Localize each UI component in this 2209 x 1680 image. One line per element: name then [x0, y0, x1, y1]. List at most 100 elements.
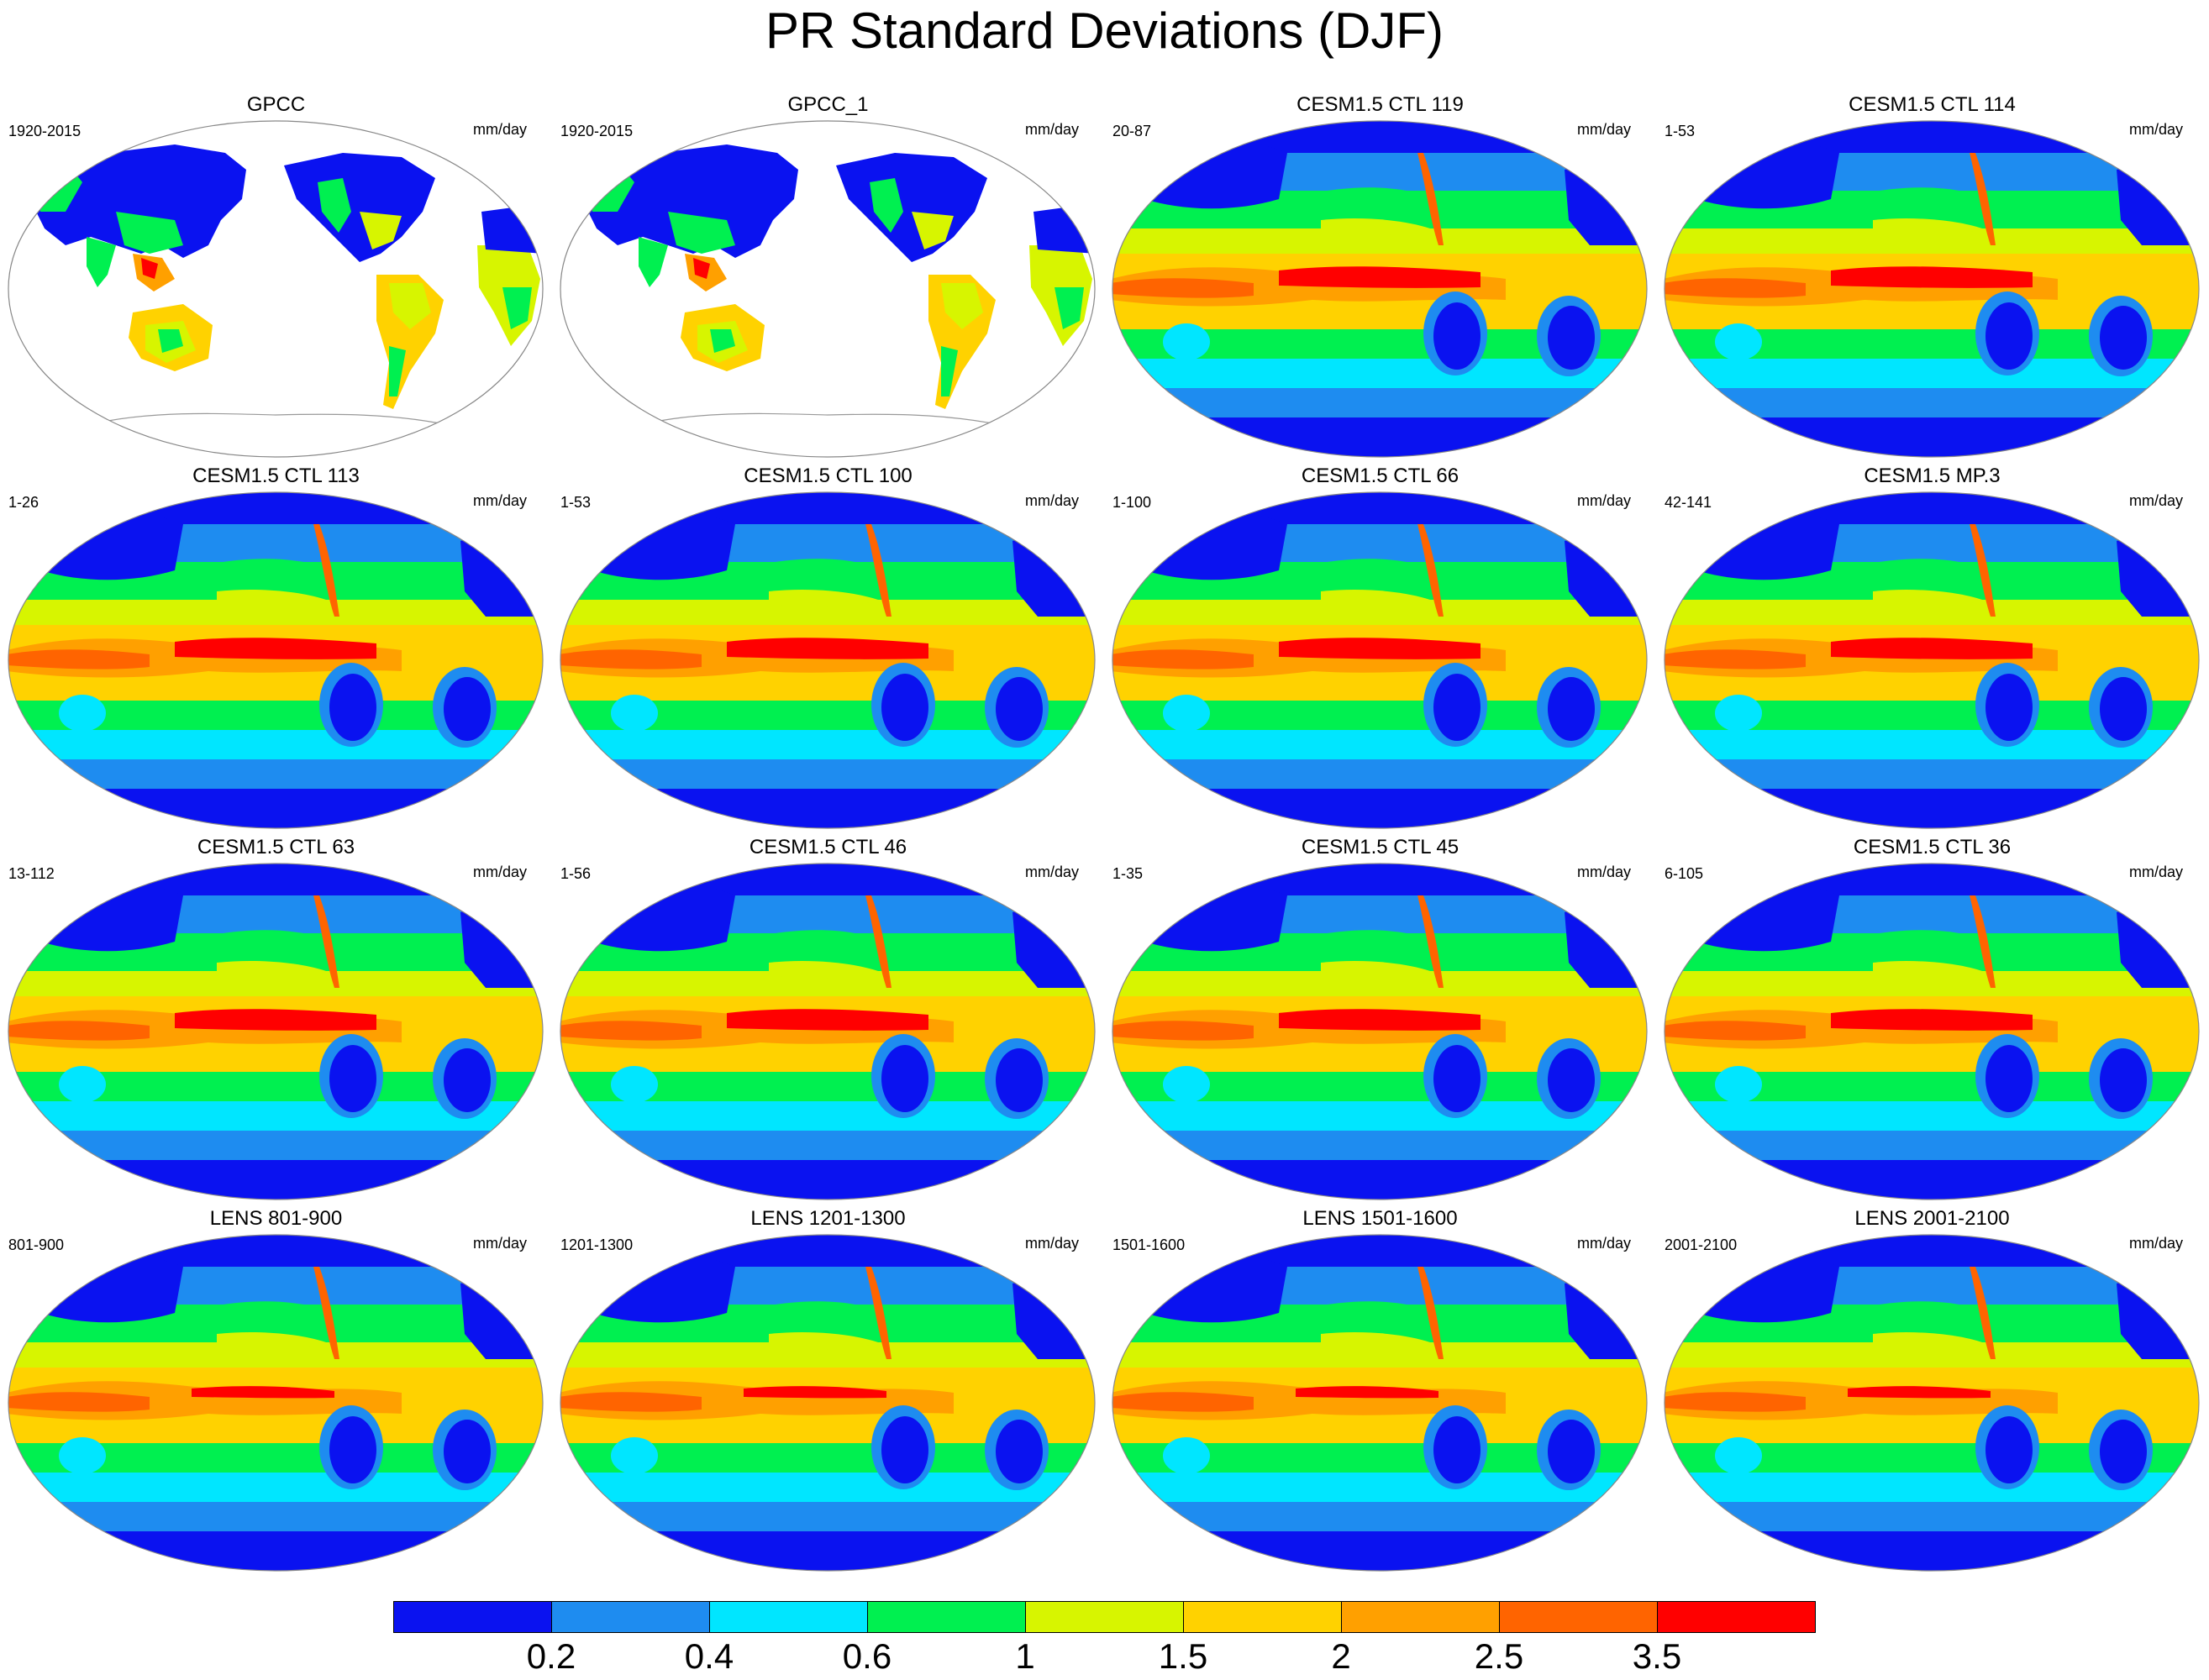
panel-title: CESM1.5 CTL 119	[1296, 93, 1464, 116]
panel-units: mm/day	[1576, 492, 1631, 509]
figure-title: PR Standard Deviations (DJF)	[765, 3, 1444, 59]
colorbar-tick-label: 0.4	[684, 1636, 734, 1676]
colorbar-swatch	[1183, 1601, 1342, 1633]
panel-units: mm/day	[2128, 492, 2183, 509]
panel-period: 1-53	[1665, 123, 1696, 139]
panel-period: 2001-2100	[1665, 1236, 1738, 1253]
map-panel: CESM1.5 CTL 114 1-53 mm/day	[1656, 92, 2208, 464]
colorbar-swatch	[551, 1601, 710, 1633]
panel-units: mm/day	[472, 864, 527, 880]
map-canvas	[560, 863, 1096, 1200]
map-canvas	[1664, 863, 2200, 1200]
precip-map	[1663, 491, 2201, 831]
panel-period: 1-26	[8, 494, 39, 511]
precip-map	[1663, 862, 2201, 1202]
precip-map	[1663, 119, 2201, 459]
precip-map	[1111, 1233, 1649, 1573]
map-panel: GPCC 1920-2015 mm/day	[0, 92, 552, 464]
colorbar-tick-label: 0.6	[842, 1636, 892, 1676]
panel-period: 1920-2015	[560, 123, 634, 139]
panel-title: CESM1.5 CTL 113	[192, 465, 360, 487]
panel-title: CESM1.5 CTL 36	[1853, 836, 2012, 858]
map-canvas	[1112, 863, 1648, 1200]
panel-units: mm/day	[1024, 1235, 1079, 1252]
precip-map	[559, 1233, 1097, 1573]
panel-title: LENS 1501-1600	[1302, 1207, 1458, 1230]
map-panel: CESM1.5 CTL 119 20-87 mm/day	[1104, 92, 1656, 464]
precip-map	[1111, 119, 1649, 459]
colorbar-swatch	[867, 1601, 1026, 1633]
map-panel: CESM1.5 CTL 113 1-26 mm/day	[0, 464, 552, 835]
panel-title: CESM1.5 CTL 66	[1301, 465, 1460, 487]
precip-map	[1663, 1233, 2201, 1573]
panel-units: mm/day	[472, 1235, 527, 1252]
colorbar-tick-label: 3.5	[1632, 1636, 1682, 1676]
colorbar-swatch	[393, 1601, 552, 1633]
panel-units: mm/day	[472, 121, 527, 138]
panel-title: GPCC_1	[787, 93, 869, 116]
precip-map	[559, 862, 1097, 1202]
precip-map	[559, 119, 1097, 459]
map-canvas	[560, 491, 1096, 829]
panel-period: 42-141	[1665, 494, 1712, 511]
panel-title: CESM1.5 CTL 114	[1849, 93, 2016, 116]
map-panel: CESM1.5 CTL 100 1-53 mm/day	[552, 464, 1104, 835]
colorbar-tick-label: 1	[1015, 1636, 1035, 1676]
panel-units: mm/day	[2128, 121, 2183, 138]
colorbar-tick-label: 2	[1331, 1636, 1351, 1676]
map-panel: LENS 2001-2100 2001-2100 mm/day	[1656, 1206, 2208, 1578]
map-canvas	[560, 1234, 1096, 1572]
panel-period: 20-87	[1112, 123, 1152, 139]
map-panel: CESM1.5 CTL 63 13-112 mm/day	[0, 835, 552, 1206]
panel-period: 1-53	[560, 494, 592, 511]
panel-units: mm/day	[1576, 864, 1631, 880]
panel-units: mm/day	[1576, 121, 1631, 138]
panel-units: mm/day	[1024, 492, 1079, 509]
colorbar	[393, 1601, 1816, 1633]
map-canvas	[8, 863, 544, 1200]
panel-title: CESM1.5 MP.3	[1864, 465, 2001, 487]
panel-title: CESM1.5 CTL 45	[1301, 836, 1460, 858]
map-panel: LENS 801-900 801-900 mm/day	[0, 1206, 552, 1578]
map-canvas	[1664, 120, 2200, 458]
map-canvas	[1112, 120, 1648, 458]
panel-units: mm/day	[1024, 864, 1079, 880]
panel-title: CESM1.5 CTL 46	[749, 836, 907, 858]
panel-period: 1-56	[560, 865, 592, 882]
map-panel: GPCC_1 1920-2015 mm/day	[552, 92, 1104, 464]
panel-period: 1920-2015	[8, 123, 82, 139]
precip-map	[7, 119, 544, 459]
colorbar-swatch	[1341, 1601, 1500, 1633]
panel-title: LENS 1201-1300	[750, 1207, 906, 1230]
panel-title: CESM1.5 CTL 63	[197, 836, 355, 858]
precip-map	[7, 862, 544, 1202]
panel-units: mm/day	[472, 492, 527, 509]
precip-map	[7, 1233, 544, 1573]
panel-period: 13-112	[8, 865, 55, 882]
colorbar-swatch	[1499, 1601, 1658, 1633]
precip-map	[1111, 491, 1649, 831]
map-canvas	[8, 1234, 544, 1572]
map-panel: CESM1.5 CTL 36 6-105 mm/day	[1656, 835, 2208, 1206]
precip-map	[7, 491, 544, 831]
map-panel: CESM1.5 CTL 46 1-56 mm/day	[552, 835, 1104, 1206]
map-panel: LENS 1501-1600 1501-1600 mm/day	[1104, 1206, 1656, 1578]
colorbar-swatch	[709, 1601, 868, 1633]
panel-units: mm/day	[1024, 121, 1079, 138]
panel-grid: GPCC 1920-2015 mm/day GPCC_1 1920-2015 mm/day…	[0, 92, 2209, 1579]
map-canvas	[1664, 1234, 2200, 1572]
panel-period: 1-100	[1112, 494, 1152, 511]
colorbar-swatch	[1025, 1601, 1184, 1633]
map-panel: CESM1.5 MP.3 42-141 mm/day	[1656, 464, 2208, 835]
panel-units: mm/day	[2128, 1235, 2183, 1252]
map-canvas	[1664, 491, 2200, 829]
map-panel: LENS 1201-1300 1201-1300 mm/day	[552, 1206, 1104, 1578]
map-panel: CESM1.5 CTL 45 1-35 mm/day	[1104, 835, 1656, 1206]
map-canvas	[1112, 1234, 1648, 1572]
map-panel: CESM1.5 CTL 66 1-100 mm/day	[1104, 464, 1656, 835]
precip-map	[1111, 862, 1649, 1202]
colorbar-tick-label: 1.5	[1158, 1636, 1208, 1676]
map-canvas	[8, 120, 544, 458]
panel-period: 1201-1300	[560, 1236, 634, 1253]
map-canvas	[8, 491, 544, 829]
